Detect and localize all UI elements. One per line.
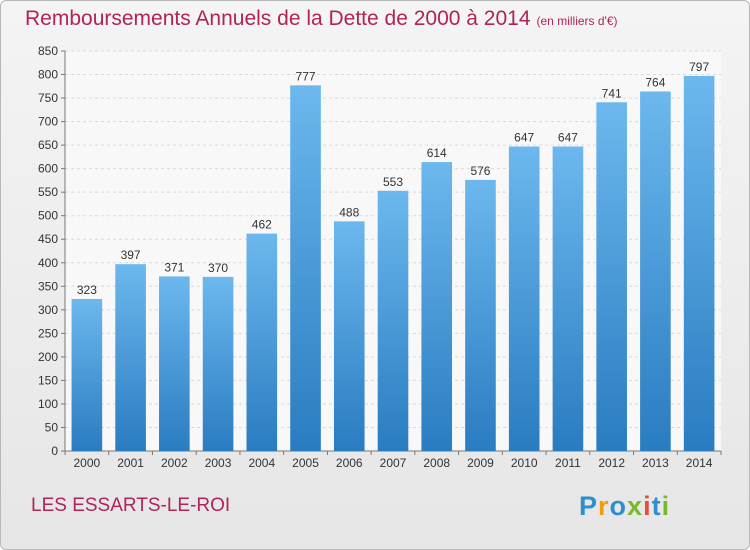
chart-title: Remboursements Annuels de la Dette de 20… (25, 7, 618, 31)
city-name: LES ESSARTS-LE-ROI (31, 495, 231, 516)
bar (640, 91, 671, 452)
y-tick-label: 50 (45, 420, 59, 434)
proxiti-logo: Proxiti (579, 491, 670, 522)
x-tick-label: 2003 (205, 456, 232, 470)
x-axis: 2000 2001 2002 2003 2004 2005 2006 2007 2008 2009… (64, 450, 722, 470)
y-tick-label: 750 (38, 91, 58, 105)
y-tick-label: 500 (38, 209, 58, 223)
x-tick-label: 2005 (292, 456, 319, 470)
bar (552, 146, 584, 451)
data-label: 370 (208, 261, 228, 275)
y-tick-label: 600 (38, 162, 58, 176)
x-tick-label: 2011 (555, 456, 581, 470)
data-label: 553 (383, 175, 403, 189)
chart-title-text: Remboursements Annuels de la Dette de 20… (25, 7, 531, 30)
y-tick-label: 100 (38, 397, 58, 411)
x-tick-label: 2007 (380, 456, 407, 470)
data-label: 647 (514, 131, 534, 145)
bar (508, 146, 540, 451)
y-tick-label: 450 (38, 232, 58, 246)
y-tick-label: 150 (38, 373, 58, 387)
logo-letter: i (661, 491, 671, 521)
x-tick-label: 2014 (686, 456, 713, 470)
y-tick-label: 300 (38, 303, 58, 317)
logo-letter: r (598, 491, 610, 521)
data-labels: 323 397 371 370 462 777 488 553 614 576 647 647 741 7… (77, 60, 710, 297)
x-tick-label: 2000 (74, 456, 101, 470)
x-tick-label: 2009 (467, 456, 494, 470)
y-tick-label: 350 (38, 279, 58, 293)
data-label: 462 (252, 218, 272, 232)
logo-letter: x (627, 491, 644, 521)
bar (71, 299, 103, 451)
x-tick-label: 2004 (248, 456, 275, 470)
logo-letter: i (643, 491, 652, 521)
x-tick-label: 2008 (423, 456, 450, 470)
bar (290, 85, 321, 452)
bar (333, 221, 365, 451)
logo-letter: P (579, 491, 599, 521)
data-label: 614 (427, 146, 447, 160)
x-tick-label: 2013 (642, 456, 669, 470)
y-tick-label: 650 (38, 138, 58, 152)
x-tick-label: 2001 (117, 456, 144, 470)
y-axis: 0 50 100 150 200 250 300 350 400 450 500 550 600 650 7… (38, 44, 66, 458)
y-tick-label: 550 (38, 185, 58, 199)
data-label: 777 (296, 69, 316, 83)
data-label: 397 (121, 248, 141, 262)
y-tick-label: 850 (38, 44, 58, 58)
data-label: 741 (602, 86, 622, 100)
logo-letter: t (651, 491, 662, 521)
logo-letter: o (609, 491, 628, 521)
data-label: 647 (558, 131, 578, 145)
chart-subtitle: (en milliers d'€) (536, 14, 618, 28)
x-tick-label: 2012 (598, 456, 625, 470)
bar (115, 264, 146, 451)
data-label: 797 (689, 60, 709, 74)
y-tick-label: 200 (38, 350, 58, 364)
y-tick-label: 800 (38, 68, 58, 82)
data-label: 488 (339, 205, 359, 219)
y-tick-label: 400 (38, 256, 58, 270)
bar (159, 276, 190, 451)
x-tick-label: 2002 (161, 456, 188, 470)
data-label: 764 (645, 75, 665, 89)
x-tick-label: 2006 (336, 456, 363, 470)
bar (421, 162, 453, 451)
bar (202, 276, 234, 451)
data-label: 576 (470, 164, 490, 178)
y-tick-label: 0 (51, 444, 58, 458)
y-tick-label: 700 (38, 115, 58, 129)
data-label: 323 (77, 283, 97, 297)
bar (465, 179, 496, 452)
x-tick-label: 2010 (511, 456, 538, 470)
bar (377, 190, 409, 451)
bar (683, 75, 715, 452)
bar (596, 102, 627, 451)
data-label: 371 (164, 260, 184, 274)
y-tick-label: 250 (38, 326, 58, 340)
bars (71, 75, 715, 452)
bar (246, 233, 278, 451)
